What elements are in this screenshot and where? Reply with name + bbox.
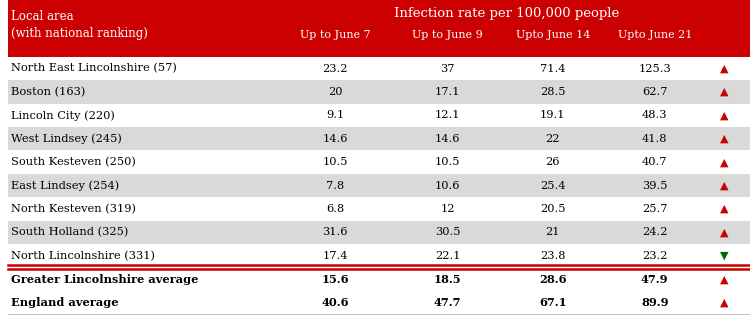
Text: 31.6: 31.6 xyxy=(322,227,348,237)
Text: North East Lincolnshire (57): North East Lincolnshire (57) xyxy=(11,63,177,74)
Text: 21: 21 xyxy=(545,227,560,237)
Text: 19.1: 19.1 xyxy=(540,111,566,120)
Text: 10.5: 10.5 xyxy=(435,157,460,167)
Text: ▲: ▲ xyxy=(719,64,728,73)
Text: Lincoln City (220): Lincoln City (220) xyxy=(11,110,116,121)
Text: 12.1: 12.1 xyxy=(435,111,460,120)
Text: 89.9: 89.9 xyxy=(641,297,668,308)
Text: Local area: Local area xyxy=(11,10,74,23)
Text: 28.5: 28.5 xyxy=(540,87,566,97)
FancyBboxPatch shape xyxy=(8,150,750,174)
Text: 10.6: 10.6 xyxy=(435,181,460,190)
Text: 9.1: 9.1 xyxy=(326,111,344,120)
Text: Boston (163): Boston (163) xyxy=(11,87,86,97)
FancyBboxPatch shape xyxy=(8,127,750,150)
FancyBboxPatch shape xyxy=(8,57,750,80)
Text: South Holland (325): South Holland (325) xyxy=(11,227,129,238)
Text: 22: 22 xyxy=(545,134,560,144)
Text: 37: 37 xyxy=(440,64,455,73)
Text: (with national ranking): (with national ranking) xyxy=(11,27,148,40)
Text: North Kesteven (319): North Kesteven (319) xyxy=(11,204,136,214)
FancyBboxPatch shape xyxy=(8,267,750,291)
Text: North Lincolnshire (331): North Lincolnshire (331) xyxy=(11,251,155,261)
Text: 26: 26 xyxy=(545,157,560,167)
Text: 39.5: 39.5 xyxy=(642,181,668,190)
Text: ▲: ▲ xyxy=(719,274,728,284)
FancyBboxPatch shape xyxy=(8,174,750,197)
Text: ▲: ▲ xyxy=(719,204,728,214)
Text: 24.2: 24.2 xyxy=(642,227,668,237)
Text: 15.6: 15.6 xyxy=(322,274,349,285)
Text: 62.7: 62.7 xyxy=(642,87,668,97)
Text: ▲: ▲ xyxy=(719,134,728,144)
Text: ▲: ▲ xyxy=(719,87,728,97)
Text: 125.3: 125.3 xyxy=(638,64,671,73)
FancyBboxPatch shape xyxy=(8,80,750,104)
Text: 28.6: 28.6 xyxy=(539,274,566,285)
FancyBboxPatch shape xyxy=(8,104,750,127)
Text: 14.6: 14.6 xyxy=(322,134,348,144)
Text: Upto June 14: Upto June 14 xyxy=(515,30,590,40)
Text: ▼: ▼ xyxy=(719,251,728,261)
Text: 22.1: 22.1 xyxy=(435,251,460,261)
FancyBboxPatch shape xyxy=(8,221,750,244)
Text: 7.8: 7.8 xyxy=(326,181,344,190)
Text: 23.2: 23.2 xyxy=(322,64,348,73)
Text: 71.4: 71.4 xyxy=(540,64,566,73)
Text: 67.1: 67.1 xyxy=(539,297,566,308)
Text: ▲: ▲ xyxy=(719,227,728,237)
Text: Up to June 7: Up to June 7 xyxy=(300,30,370,40)
Text: 41.8: 41.8 xyxy=(642,134,668,144)
Text: 12: 12 xyxy=(440,204,455,214)
Text: 47.9: 47.9 xyxy=(641,274,668,285)
FancyBboxPatch shape xyxy=(8,244,750,267)
Text: Greater Lincolnshire average: Greater Lincolnshire average xyxy=(11,274,199,285)
Text: 40.7: 40.7 xyxy=(642,157,668,167)
Text: ▲: ▲ xyxy=(719,181,728,190)
Text: Infection rate per 100,000 people: Infection rate per 100,000 people xyxy=(394,7,619,20)
Text: ▲: ▲ xyxy=(719,111,728,120)
FancyBboxPatch shape xyxy=(8,291,750,314)
Text: 20: 20 xyxy=(328,87,343,97)
Text: East Lindsey (254): East Lindsey (254) xyxy=(11,180,119,191)
Text: ▲: ▲ xyxy=(719,157,728,167)
Text: 25.4: 25.4 xyxy=(540,181,566,190)
Text: 17.4: 17.4 xyxy=(322,251,348,261)
Text: 48.3: 48.3 xyxy=(642,111,668,120)
Text: 40.6: 40.6 xyxy=(322,297,349,308)
Text: South Kesteven (250): South Kesteven (250) xyxy=(11,157,136,167)
Text: 23.2: 23.2 xyxy=(642,251,668,261)
Text: 47.7: 47.7 xyxy=(434,297,461,308)
Text: Upto June 21: Upto June 21 xyxy=(617,30,692,40)
Text: 14.6: 14.6 xyxy=(435,134,460,144)
Text: 6.8: 6.8 xyxy=(326,204,344,214)
FancyBboxPatch shape xyxy=(8,0,750,57)
Text: 10.5: 10.5 xyxy=(322,157,348,167)
Text: ▲: ▲ xyxy=(719,298,728,307)
Text: 23.8: 23.8 xyxy=(540,251,566,261)
Text: Up to June 9: Up to June 9 xyxy=(413,30,483,40)
Text: England average: England average xyxy=(11,297,119,308)
Text: 30.5: 30.5 xyxy=(435,227,460,237)
Text: West Lindsey (245): West Lindsey (245) xyxy=(11,134,122,144)
Text: 17.1: 17.1 xyxy=(435,87,460,97)
Text: 20.5: 20.5 xyxy=(540,204,566,214)
FancyBboxPatch shape xyxy=(8,197,750,221)
Text: 18.5: 18.5 xyxy=(434,274,461,285)
Text: 25.7: 25.7 xyxy=(642,204,668,214)
